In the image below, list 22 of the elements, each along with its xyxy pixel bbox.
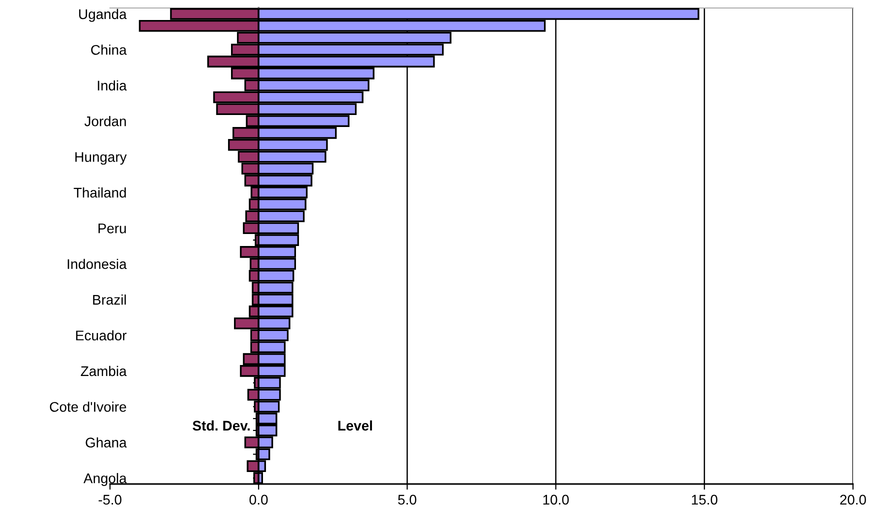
x-tick-label: 20.0 [840, 494, 866, 505]
annotation: Std. Dev. [192, 420, 250, 431]
y-tick-label: Cote d'Ivoire [50, 402, 126, 412]
x-tick-label: -5.0 [98, 494, 122, 505]
x-tick-label: 0.0 [249, 494, 268, 505]
y-tick-label: Zambia [80, 366, 127, 376]
y-tick-label: Indonesia [68, 258, 127, 270]
y-tick-label: Jordan [84, 116, 126, 126]
annotation: Level [338, 420, 372, 431]
y-tick-label: China [91, 44, 127, 55]
x-tick-label: 10.0 [543, 494, 569, 505]
x-tick-label: 5.0 [398, 494, 416, 505]
y-tick-label: Angola [84, 473, 127, 486]
y-tick-label: Peru [98, 224, 126, 234]
y-tick-label: Hungary [75, 152, 127, 165]
y-tick-label: Ghana [86, 437, 127, 448]
y-tick-label: Thailand [74, 187, 126, 198]
y-tick-label: Brazil [93, 294, 126, 305]
x-tick-label: 15.0 [692, 494, 718, 505]
y-tick-label: Uganda [79, 8, 127, 22]
y-tick-label: India [98, 80, 127, 91]
y-tick-label: Ecuador [76, 330, 127, 340]
